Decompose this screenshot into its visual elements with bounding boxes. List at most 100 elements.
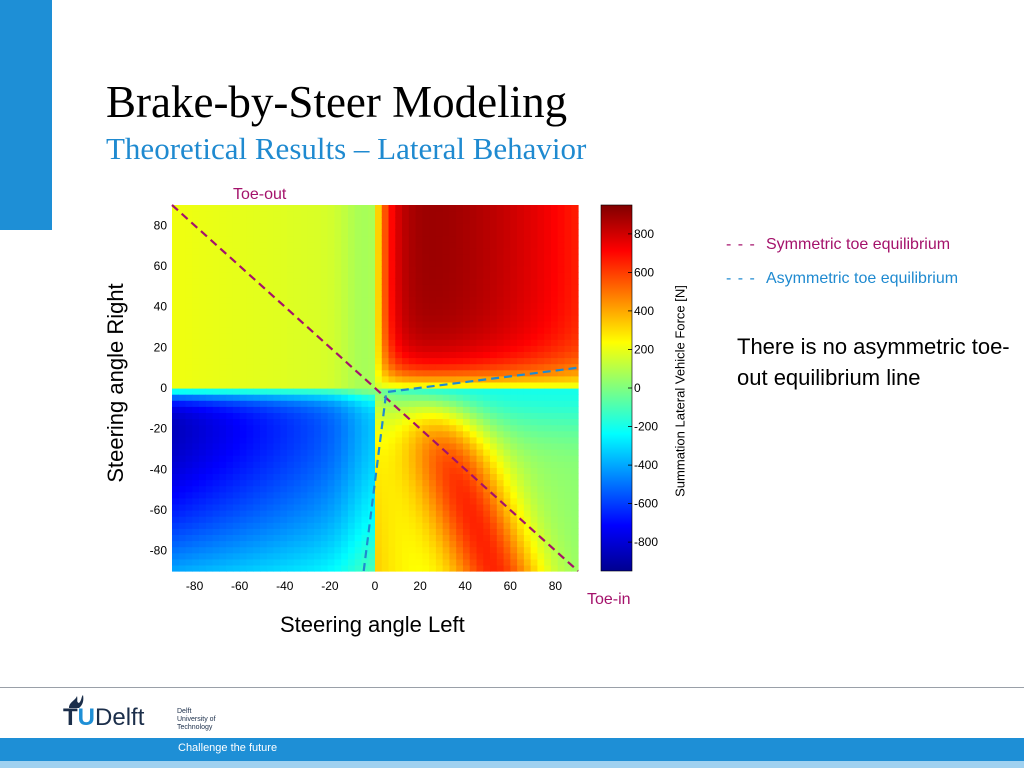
heatmap-cell xyxy=(178,375,187,383)
heatmap-cell xyxy=(239,528,248,535)
heatmap-cell xyxy=(192,259,200,267)
heatmap-cell xyxy=(381,497,390,505)
heatmap-cell xyxy=(232,436,241,444)
heatmap-cell xyxy=(496,229,505,237)
heatmap-cell xyxy=(544,369,552,377)
heatmap-cell xyxy=(408,259,417,267)
heatmap-cell xyxy=(219,558,227,566)
heatmap-cell xyxy=(483,388,491,395)
heatmap-cell xyxy=(476,406,484,413)
heatmap-cell xyxy=(469,223,478,230)
heatmap-cell xyxy=(354,503,363,511)
heatmap-cell xyxy=(347,522,356,529)
heatmap-cell xyxy=(219,418,227,426)
heatmap-cell xyxy=(239,369,248,377)
heatmap-cell xyxy=(523,528,532,535)
heatmap-cell xyxy=(341,442,349,450)
heatmap-cell xyxy=(320,449,329,456)
heatmap-cell xyxy=(361,266,369,273)
heatmap-cell xyxy=(395,467,403,474)
heatmap-cell xyxy=(341,223,349,230)
heatmap-cell xyxy=(388,302,396,310)
heatmap-cell xyxy=(503,247,511,255)
heatmap-cell xyxy=(415,473,423,481)
heatmap-cell xyxy=(449,259,457,267)
heatmap-cell xyxy=(490,449,498,456)
heatmap-cell xyxy=(435,558,444,566)
heatmap-cell xyxy=(496,363,505,371)
heatmap-cell xyxy=(341,290,349,298)
heatmap-cell xyxy=(347,394,356,401)
heatmap-cell xyxy=(273,552,281,560)
heatmap-cell xyxy=(307,217,315,224)
heatmap-cell xyxy=(415,461,423,468)
heatmap-cell xyxy=(320,552,329,560)
heatmap-cell xyxy=(273,278,281,285)
heatmap-cell xyxy=(307,375,315,383)
heatmap-cell xyxy=(226,345,234,352)
heatmap-cell xyxy=(314,272,322,279)
heatmap-cell xyxy=(199,327,207,334)
heatmap-cell xyxy=(523,400,532,407)
heatmap-cell xyxy=(185,540,193,548)
heatmap-cell xyxy=(253,205,261,212)
heatmap-cell xyxy=(341,247,349,255)
heatmap-cell xyxy=(341,388,349,395)
legend-symbol-asymmetric: - - - xyxy=(726,270,756,287)
heatmap-cell xyxy=(287,528,295,535)
heatmap-cell xyxy=(456,406,464,413)
heatmap-cell xyxy=(253,333,261,340)
heatmap-cell xyxy=(557,381,566,389)
heatmap-cell xyxy=(395,272,403,279)
heatmap-cell xyxy=(300,412,308,420)
heatmap-cell xyxy=(341,357,349,365)
heatmap-cell xyxy=(544,528,552,535)
heatmap-cell xyxy=(199,473,207,481)
heatmap-cell xyxy=(483,217,491,224)
heatmap-cell xyxy=(347,558,356,566)
heatmap-cell xyxy=(395,558,403,566)
heatmap-cell xyxy=(476,333,484,340)
heatmap-cell xyxy=(314,412,322,420)
heatmap-cell xyxy=(327,266,335,273)
heatmap-cell xyxy=(219,363,227,371)
heatmap-cell xyxy=(557,253,566,261)
heatmap-cell xyxy=(185,558,193,566)
heatmap-cell xyxy=(259,522,268,529)
heatmap-cell xyxy=(178,381,187,389)
heatmap-cell xyxy=(226,357,234,365)
heatmap-cell xyxy=(537,522,545,529)
heatmap-cell xyxy=(219,235,227,243)
heatmap-cell xyxy=(544,497,552,505)
heatmap-cell xyxy=(550,363,559,371)
heatmap-cell xyxy=(320,522,329,529)
heatmap-cell xyxy=(544,473,552,481)
heatmap-cell xyxy=(368,388,376,395)
heatmap-cell xyxy=(442,412,451,420)
heatmap-cell xyxy=(483,296,491,304)
heatmap-cell xyxy=(408,461,417,468)
heatmap-cell xyxy=(402,400,410,407)
heatmap-cell xyxy=(442,259,451,267)
heatmap-cell xyxy=(334,266,342,273)
heatmap-cell xyxy=(226,473,234,481)
heatmap-cell xyxy=(490,381,498,389)
heatmap-cell xyxy=(273,491,281,499)
heatmap-cell xyxy=(226,552,234,560)
heatmap-cell xyxy=(564,510,572,517)
heatmap-cell xyxy=(381,564,390,572)
heatmap-cell xyxy=(476,516,484,523)
heatmap-cell xyxy=(456,375,464,383)
heatmap-cell xyxy=(347,485,356,493)
heatmap-cell xyxy=(253,290,261,298)
heatmap-cell xyxy=(510,540,518,548)
heatmap-cell xyxy=(199,479,207,487)
heatmap-cell xyxy=(314,455,322,462)
heatmap-cell xyxy=(259,491,268,499)
heatmap-cell xyxy=(375,284,383,291)
heatmap-cell xyxy=(192,510,200,517)
heatmap-cell xyxy=(361,455,369,462)
heatmap-cell xyxy=(395,418,403,426)
heatmap-cell xyxy=(517,552,525,560)
heatmap-cell xyxy=(550,266,559,273)
